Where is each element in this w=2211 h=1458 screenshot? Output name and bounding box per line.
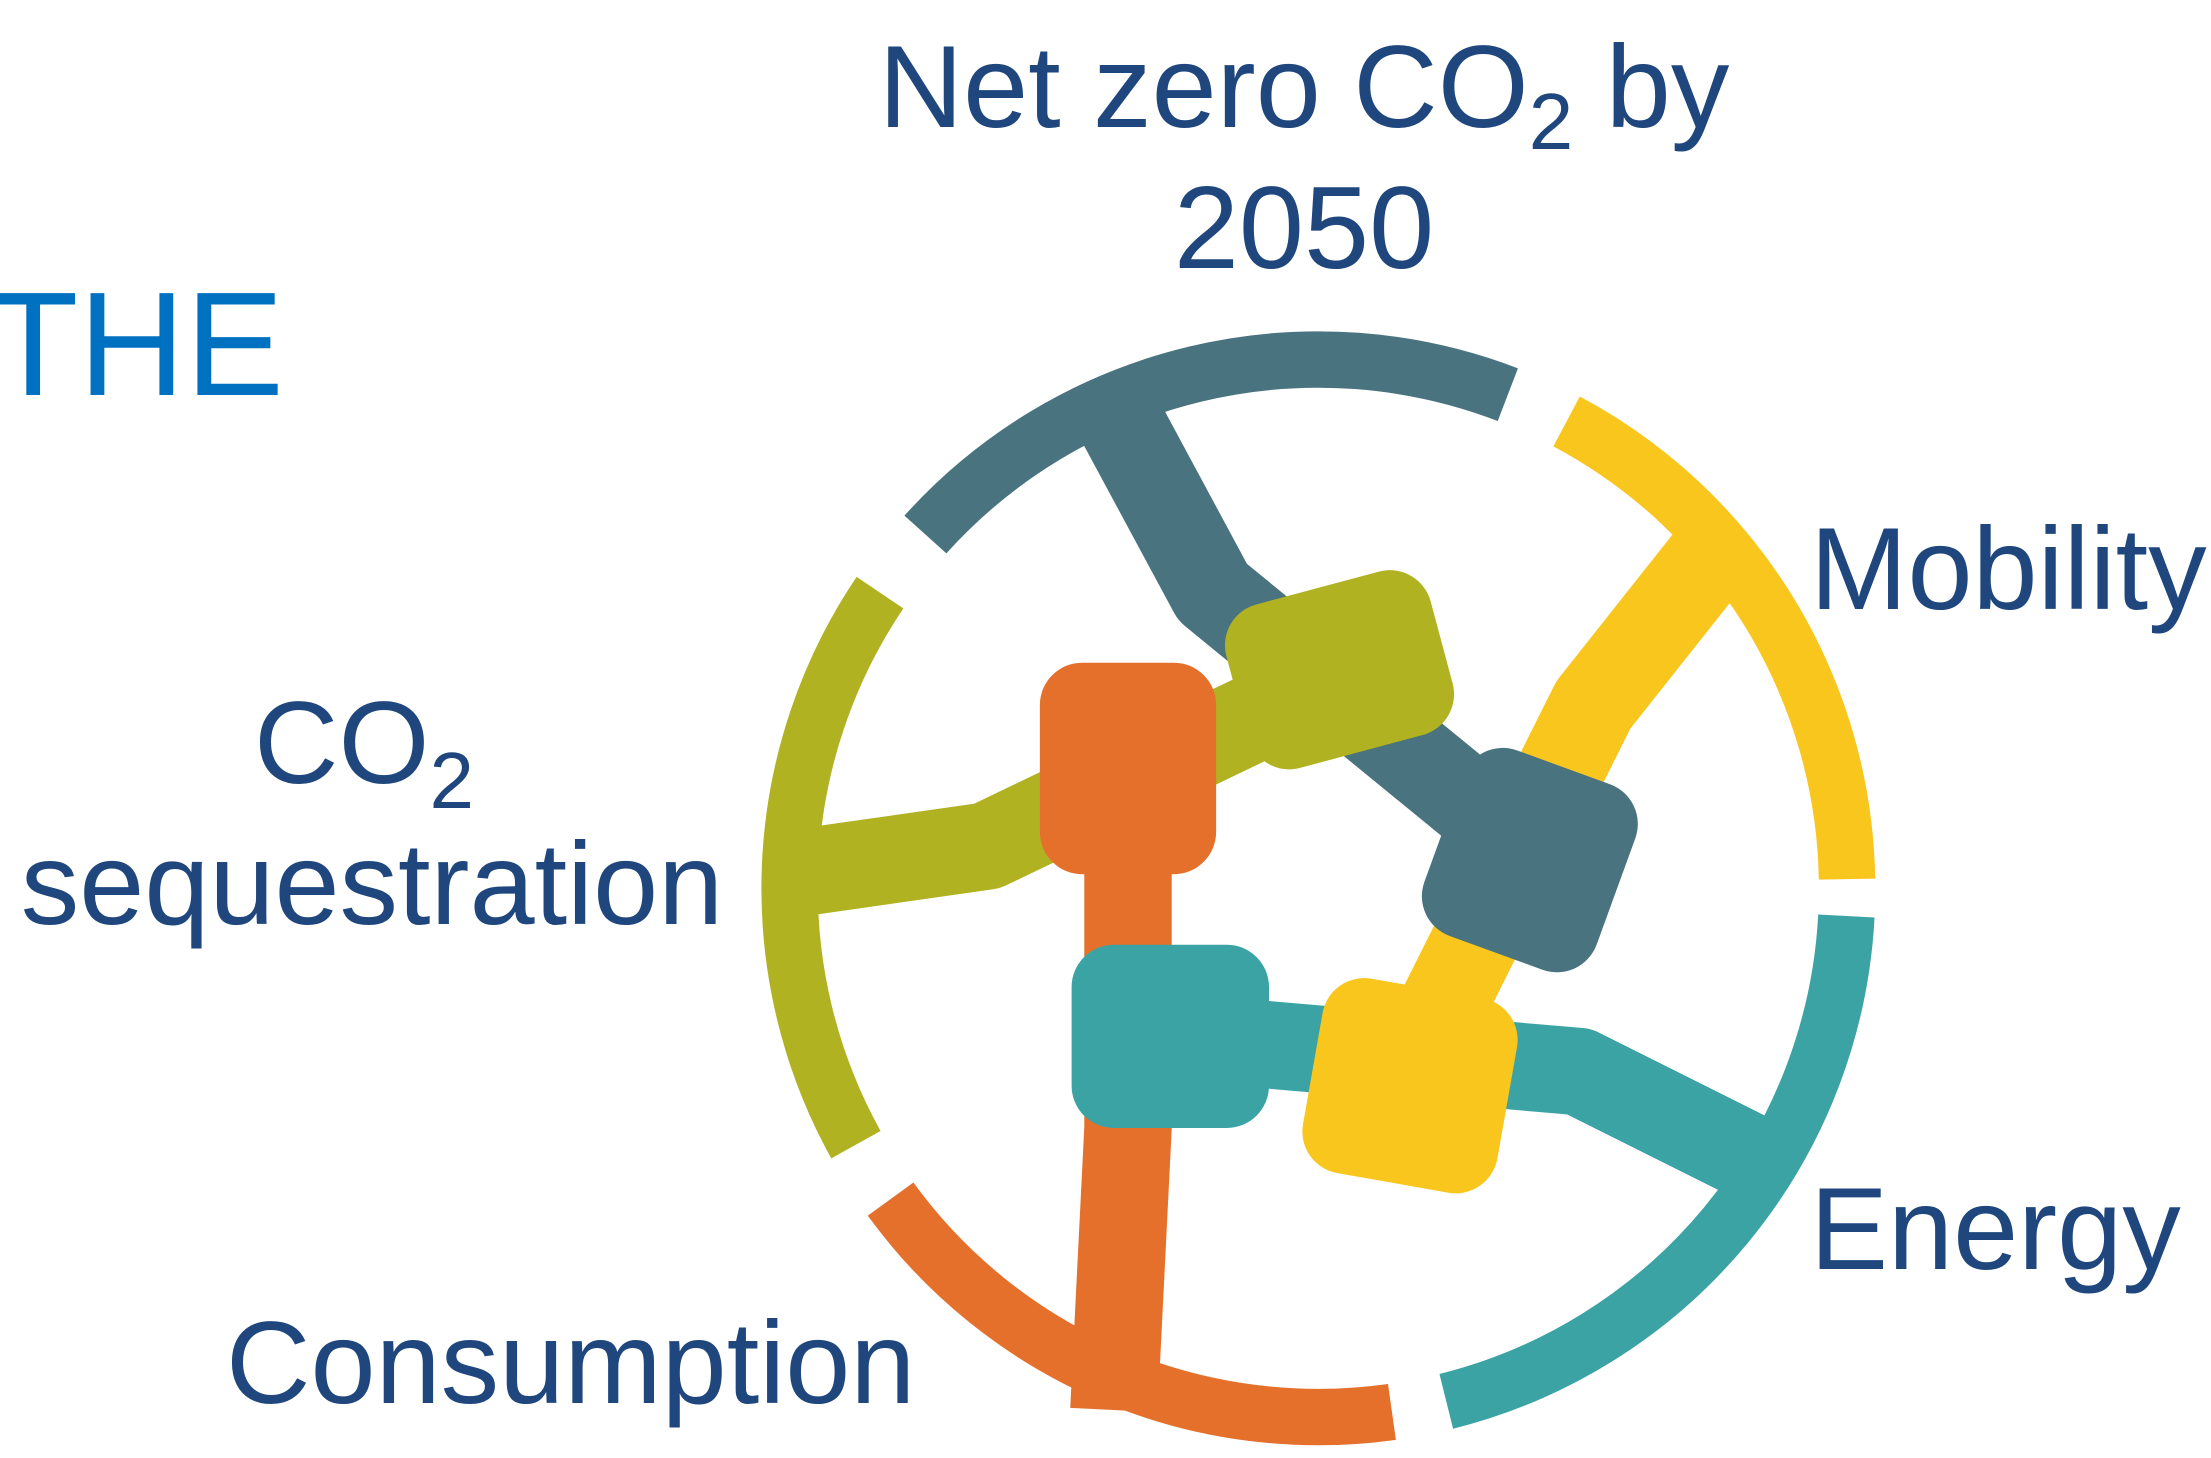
fist	[1421, 747, 1638, 973]
fist	[1039, 662, 1217, 875]
node-subscript: 2	[430, 736, 475, 825]
fist	[1224, 570, 1455, 770]
hands-circle	[761, 331, 1876, 1446]
node-label: Energy	[1810, 1163, 2181, 1294]
fist	[1302, 978, 1518, 1194]
ring-segment	[1553, 396, 1876, 880]
ring-segment	[904, 331, 1518, 554]
arm	[1075, 388, 1551, 880]
ring-segment	[1439, 914, 1875, 1429]
node-label: Mobility	[1810, 503, 2207, 634]
goal-subscript: 2	[1529, 77, 1574, 166]
node-label: Consumption	[226, 1297, 915, 1428]
cut-heading: THE	[0, 262, 284, 427]
arm	[783, 637, 1359, 918]
node-label: sequestration	[21, 818, 723, 949]
goal-year: 2050	[1174, 162, 1434, 293]
goal-text: Net zero CO	[879, 21, 1529, 152]
node-label-text: CO	[254, 677, 430, 808]
goal-title: Net zero CO2 by	[879, 21, 1730, 166]
node-label: CO2	[254, 677, 474, 825]
goal-text: by	[1573, 21, 1730, 152]
arm	[1370, 508, 1762, 1092]
fist	[1071, 944, 1269, 1128]
arm	[1166, 992, 1768, 1196]
